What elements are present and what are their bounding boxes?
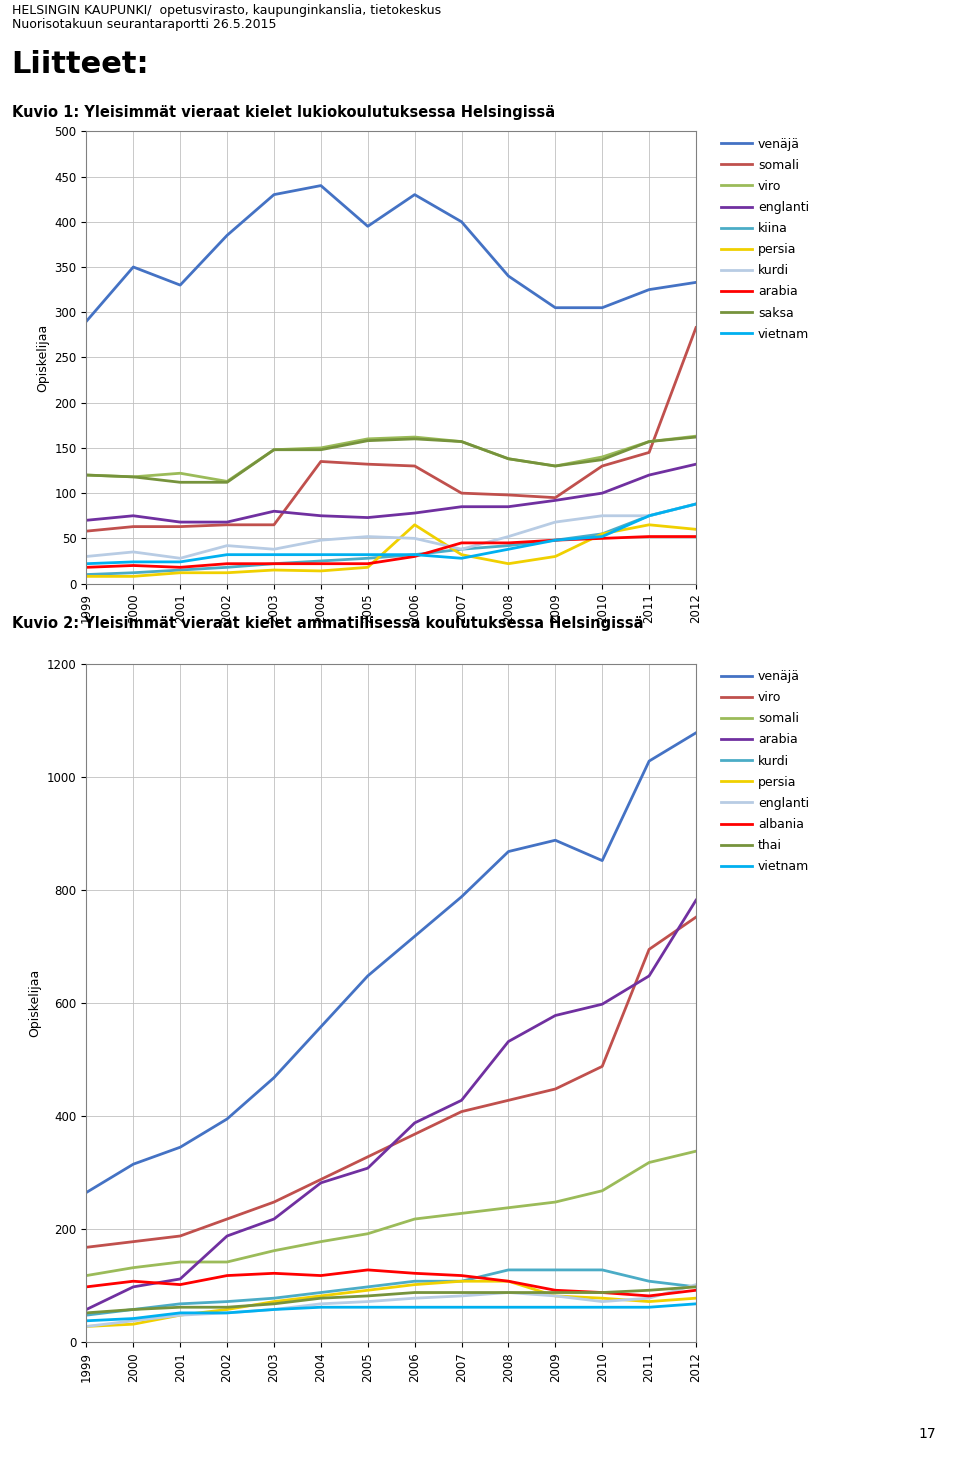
Text: Kuvio 2: Yleisimmät vieraat kielet ammatillisessa koulutuksessa Helsingissä: Kuvio 2: Yleisimmät vieraat kielet ammat…: [12, 616, 643, 630]
Y-axis label: Opiskelijaa: Opiskelijaa: [29, 969, 41, 1037]
Text: Kuvio 1: Yleisimmät vieraat kielet lukiokoulutuksessa Helsingissä: Kuvio 1: Yleisimmät vieraat kielet lukio…: [12, 105, 555, 120]
Text: 17: 17: [919, 1427, 936, 1441]
Text: Nuorisotakuun seurantaraportti 26.5.2015: Nuorisotakuun seurantaraportti 26.5.2015: [12, 18, 276, 31]
Legend: venäjä, viro, somali, arabia, kurdi, persia, englanti, albania, thai, vietnam: venäjä, viro, somali, arabia, kurdi, per…: [721, 670, 809, 874]
Y-axis label: Opiskelijaa: Opiskelijaa: [36, 324, 49, 391]
Legend: venäjä, somali, viro, englanti, kiina, persia, kurdi, arabia, saksa, vietnam: venäjä, somali, viro, englanti, kiina, p…: [721, 137, 809, 341]
Text: HELSINGIN KAUPUNKI/  opetusvirasto, kaupunginkanslia, tietokeskus: HELSINGIN KAUPUNKI/ opetusvirasto, kaupu…: [12, 3, 441, 16]
Text: Liitteet:: Liitteet:: [12, 50, 149, 79]
